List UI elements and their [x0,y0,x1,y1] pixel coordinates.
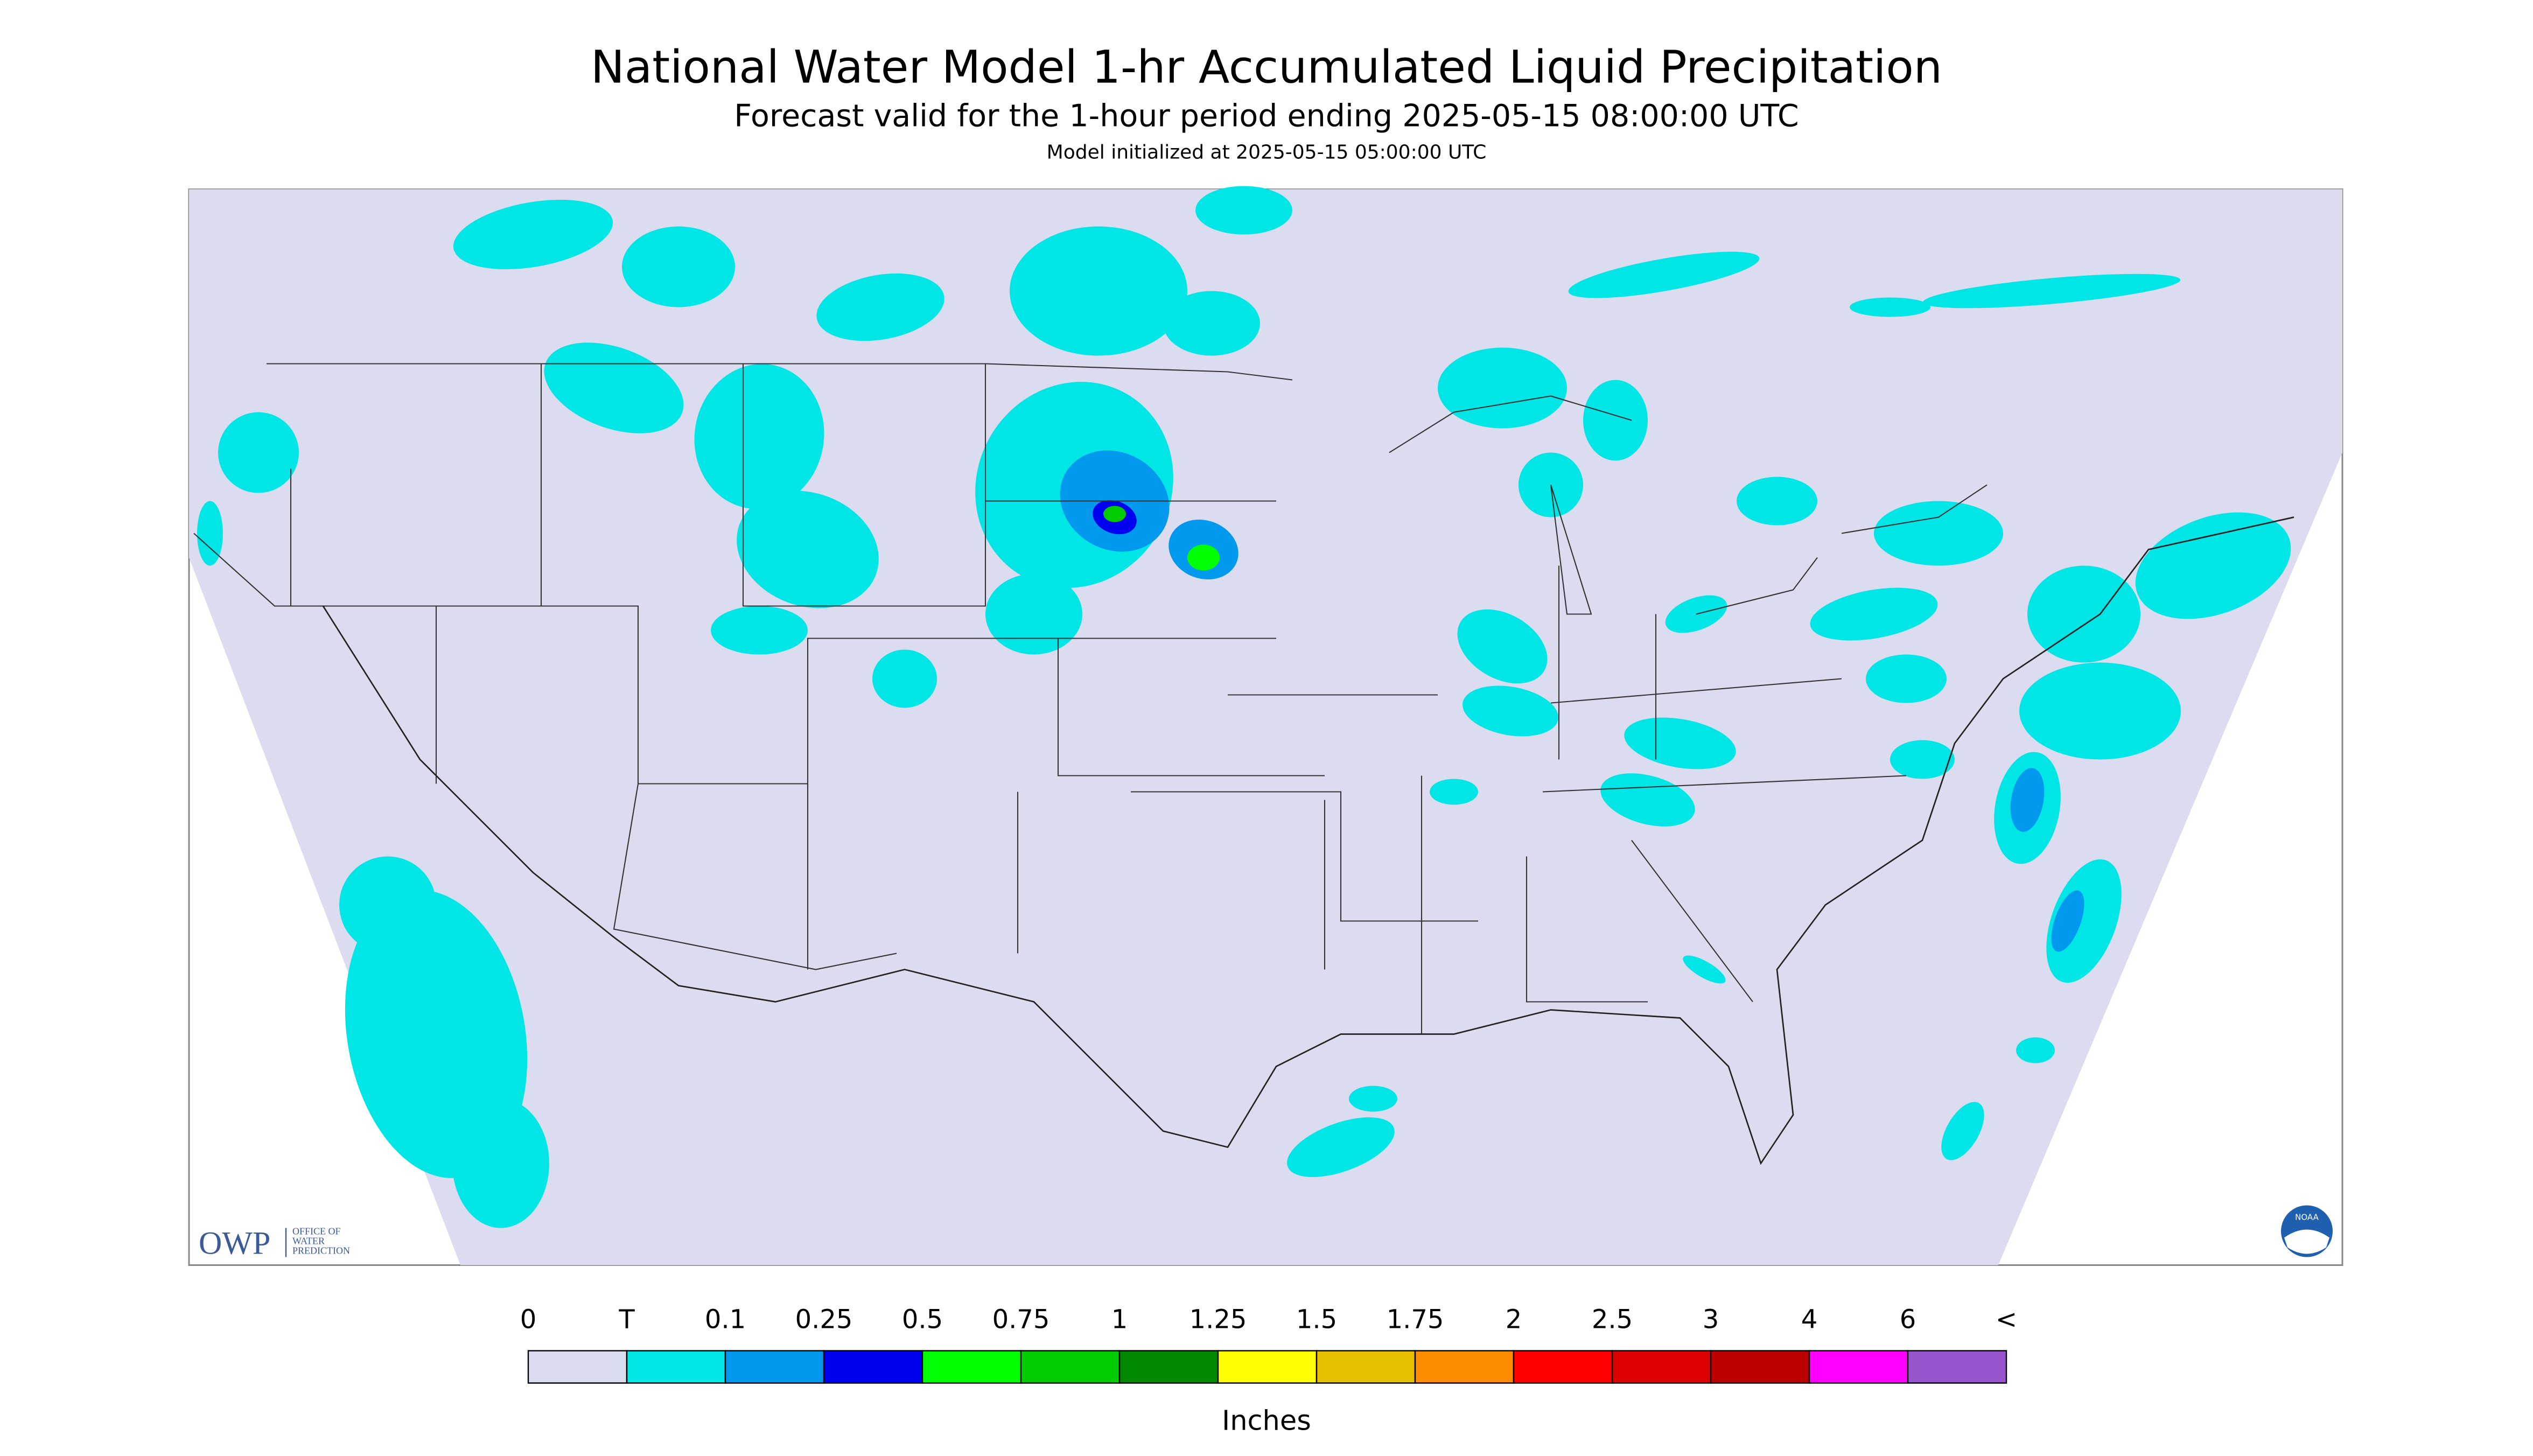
precip-area [622,226,735,307]
precip-area [2046,859,2122,983]
owp-name: WATER [292,1236,325,1247]
legend-label: 0.25 [795,1305,853,1335]
legend-swatch [1118,1350,1219,1384]
legend-label: 3 [1703,1305,1719,1335]
precip-area [1195,186,1292,235]
precip-area [2010,768,2045,832]
precip-area [339,856,436,954]
precip-layer [197,186,2291,1228]
legend-swatch [1710,1350,1810,1384]
owp-name: PREDICTION [292,1245,350,1256]
legend-label: 0.75 [992,1305,1050,1335]
precip-area [1683,955,1726,984]
precip-area [1430,779,1478,805]
precip-area [711,606,808,655]
legend-label: 1 [1111,1305,1128,1335]
precip-area [1850,297,1930,317]
legend-swatch [1611,1350,1712,1384]
legend-label: 0 [520,1305,537,1335]
legend-swatch [1907,1350,2007,1384]
legend: 0 T 0.1 0.25 0.5 0.75 1 1.25 1.5 1.75 2 2.5 3 4 6 < [520,1305,2017,1384]
precip-area [1568,251,1760,298]
legend-label: 0.5 [902,1305,943,1335]
legend-swatch [1217,1350,1318,1384]
subtitle: Forecast valid for the 1-hour period end… [734,99,1799,134]
boundaries [193,363,2294,1165]
precip-area [453,199,613,270]
precip-area [985,573,1082,655]
owp-logo: OWP [199,1226,270,1261]
noaa-text: NOAA [2295,1213,2319,1222]
owp-name: OFFICE OF [292,1226,341,1237]
legend-swatch [1513,1350,1613,1384]
precip-area [1438,347,1567,429]
legend-swatch [1414,1350,1515,1384]
legend-swatch [1020,1350,1121,1384]
legend-swatch [626,1350,726,1384]
legend-swatch [1316,1350,1416,1384]
precip-area [1737,477,1817,526]
precip-area [1103,506,1126,522]
legend-swatch [823,1350,923,1384]
precip-area [694,363,824,509]
legend-label: 1.25 [1189,1305,1247,1335]
precip-area [1349,1086,1397,1112]
precip-area [1624,717,1736,769]
legend-label: 1.5 [1296,1305,1337,1335]
precip-area [218,412,299,493]
legend-swatch [1808,1350,1909,1384]
legend-label: T [618,1305,635,1335]
precip-area [1010,226,1187,356]
title: National Water Model 1-hr Accumulated Li… [591,41,1942,94]
precip-area [1874,501,2003,566]
precip-area [1866,654,1947,703]
legend-label: 1.75 [1387,1305,1444,1335]
noaa-wave [2284,1229,2329,1254]
legend-swatch [527,1350,628,1384]
precip-area [1463,685,1558,737]
legend-label: 4 [1801,1305,1818,1335]
precip-area [816,273,944,341]
init-note: Model initialized at 2025-05-15 05:00:00… [1047,142,1487,164]
precip-area [544,342,684,433]
precip-area [1287,1117,1395,1177]
legend-label: 6 [1900,1305,1916,1335]
precip-area [1922,274,2181,309]
precip-area [197,501,223,566]
precip-area [2027,565,2140,663]
precip-area [452,1098,549,1228]
precip-area [872,649,937,708]
precip-area [1941,1102,1984,1160]
precip-area [1187,544,1220,571]
legend-swatch [921,1350,1022,1384]
legend-swatch [724,1350,825,1384]
legend-label: 2 [1506,1305,1522,1335]
legend-label: 2.5 [1592,1305,1633,1335]
legend-label: < [1996,1305,2017,1335]
precip-area [2019,662,2181,760]
precip-area [737,491,879,608]
precip-area [1163,291,1260,356]
precip-area [1810,587,1938,641]
precip-area [1583,380,1648,461]
precip-area [2135,512,2291,619]
precip-area [2016,1037,2055,1063]
precip-area [1457,609,1548,684]
precip-area [2051,890,2084,952]
precip-area [1890,740,1955,779]
legend-label: 0.1 [705,1305,746,1335]
legend-units: Inches [1222,1405,1311,1437]
